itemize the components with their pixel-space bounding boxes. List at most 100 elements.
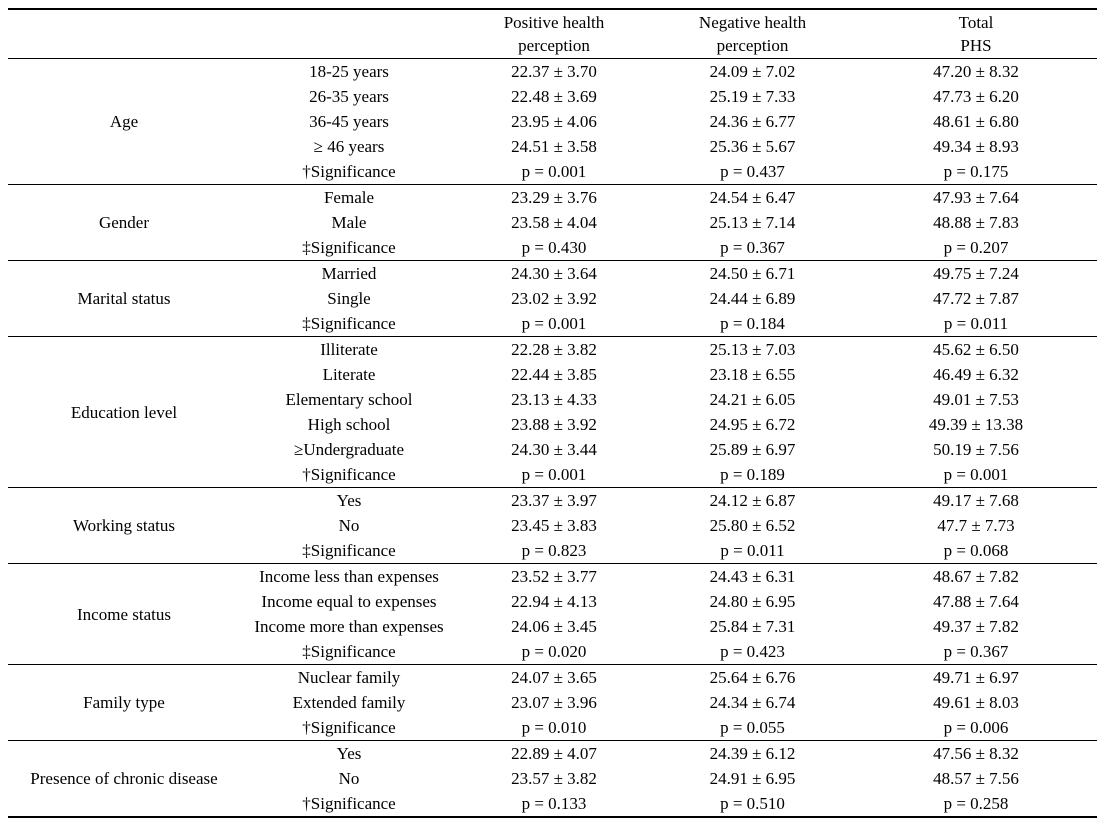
- value-cell: 49.17 ± 7.68: [933, 491, 1019, 510]
- table-row: Presence of chronic disease Yes 22.89 ± 4.…: [8, 740, 1097, 818]
- table-row: †Significance p = 0.133 p = 0.510 p = 0.258: [8, 791, 1097, 818]
- value-cell: 22.28 ± 3.82: [511, 340, 597, 359]
- value-cell: p = 0.367: [650, 235, 855, 261]
- table-row: ‡Significance p = 0.020 p = 0.423 p = 0.367: [8, 639, 1097, 665]
- subcategory-cell: 26-35 years: [309, 87, 389, 106]
- subcategory-cell: ≥Undergraduate: [293, 440, 405, 459]
- subcategory-cell: Illiterate: [320, 340, 378, 359]
- table-row: Income equal to expenses 22.94 ± 4.13 24.8…: [8, 589, 1097, 614]
- value-cell: 25.84 ± 7.31: [709, 617, 796, 636]
- value-cell: 24.95 ± 6.72: [709, 415, 796, 434]
- value-cell: p = 0.184: [650, 311, 855, 337]
- value-cell: 24.07 ± 3.65: [511, 668, 597, 687]
- value-cell: 22.94 ± 4.13: [511, 592, 597, 611]
- value-cell: 47.7 ± 7.73: [937, 516, 1015, 535]
- table-row: †Significance p = 0.001 p = 0.437 p = 0.175: [8, 159, 1097, 185]
- value-cell: 47.73 ± 6.20: [933, 87, 1019, 106]
- table-row: †Significance p = 0.001 p = 0.189 p = 0.001: [8, 462, 1097, 488]
- value-cell: p = 0.001: [458, 462, 650, 488]
- value-cell: 24.09 ± 7.02: [709, 62, 796, 81]
- value-cell: 25.13 ± 7.14: [709, 213, 796, 232]
- value-cell: 23.95 ± 4.06: [511, 112, 597, 131]
- subcategory-cell: †Significance: [240, 462, 458, 488]
- value-cell: 23.45 ± 3.83: [511, 516, 597, 535]
- header-line: perception: [518, 36, 590, 55]
- value-cell: p = 0.189: [650, 462, 855, 488]
- subcategory-cell: Male: [331, 213, 367, 232]
- category-cell: Marital status: [8, 260, 240, 337]
- value-cell: 24.21 ± 6.05: [709, 390, 796, 409]
- value-cell: 47.56 ± 8.32: [933, 744, 1019, 763]
- negative-health-column-header: Negative health perception: [650, 8, 855, 59]
- value-cell: 47.20 ± 8.32: [933, 62, 1019, 81]
- table-row: Elementary school 23.13 ± 4.33 24.21 ± 6.0…: [8, 387, 1097, 412]
- subcategory-cell: Income more than expenses: [254, 617, 444, 636]
- value-cell: p = 0.430: [458, 235, 650, 261]
- subcategory-cell: †Significance: [240, 715, 458, 741]
- table-row: ≥ 46 years 24.51 ± 3.58 25.36 ± 5.67 49.34 …: [8, 134, 1097, 159]
- subcategory-cell: High school: [307, 415, 391, 434]
- subcategory-cell: Yes: [336, 744, 362, 763]
- value-cell: 23.57 ± 3.82: [511, 769, 597, 788]
- table-row: ‡Significance p = 0.823 p = 0.011 p = 0.068: [8, 538, 1097, 564]
- subcategory-cell: Married: [321, 264, 377, 283]
- value-cell: p = 0.006: [855, 715, 1097, 741]
- subcategory-cell: Female: [323, 188, 375, 207]
- subcategory-cell: ‡Significance: [240, 538, 458, 564]
- table-row: Education level Illiterate 22.28 ± 3.82 25.…: [8, 336, 1097, 488]
- header-line: PHS: [960, 36, 992, 55]
- value-cell: 24.51 ± 3.58: [511, 137, 597, 156]
- table-row: Age 18-25 years 22.37 ± 3.70 24.09 ± 7.02 47…: [8, 58, 1097, 185]
- value-cell: 49.61 ± 8.03: [933, 693, 1019, 712]
- value-cell: 22.37 ± 3.70: [511, 62, 597, 81]
- value-cell: 25.80 ± 6.52: [709, 516, 796, 535]
- value-cell: 49.39 ± 13.38: [928, 415, 1024, 434]
- total-phs-column-header: Total PHS: [855, 8, 1097, 59]
- table-row: No 23.45 ± 3.83 25.80 ± 6.52 47.7 ± 7.73: [8, 513, 1097, 538]
- value-cell: 23.07 ± 3.96: [511, 693, 597, 712]
- value-cell: 48.67 ± 7.82: [933, 567, 1019, 586]
- category-column-header: [8, 8, 240, 59]
- value-cell: 24.30 ± 3.64: [511, 264, 597, 283]
- subcategory-cell: Literate: [322, 365, 376, 384]
- subcategory-cell: No: [338, 769, 360, 788]
- table-row: Male 23.58 ± 4.04 25.13 ± 7.14 48.88 ± 7.83: [8, 210, 1097, 235]
- value-cell: p = 0.055: [650, 715, 855, 741]
- category-cell: Family type: [8, 664, 240, 741]
- value-cell: 25.36 ± 5.67: [709, 137, 796, 156]
- value-cell: 23.02 ± 3.92: [511, 289, 597, 308]
- subcategory-cell: No: [338, 516, 360, 535]
- subcategory-cell: Elementary school: [285, 390, 413, 409]
- value-cell: 22.89 ± 4.07: [511, 744, 597, 763]
- table-row: ≥Undergraduate 24.30 ± 3.44 25.89 ± 6.97 50…: [8, 437, 1097, 462]
- header-row: Positive health perception Negative heal…: [8, 8, 1097, 59]
- category-cell: Age: [8, 58, 240, 185]
- table-header: Positive health perception Negative heal…: [8, 8, 1097, 59]
- value-cell: 24.30 ± 3.44: [511, 440, 597, 459]
- value-cell: 24.06 ± 3.45: [511, 617, 597, 636]
- value-cell: p = 0.001: [458, 159, 650, 185]
- phs-comparison-table: Positive health perception Negative heal…: [8, 8, 1097, 818]
- value-cell: 25.13 ± 7.03: [709, 340, 796, 359]
- value-cell: 49.71 ± 6.97: [933, 668, 1019, 687]
- category-cell: Gender: [8, 184, 240, 261]
- category-cell: Income status: [8, 563, 240, 665]
- value-cell: 48.61 ± 6.80: [933, 112, 1019, 131]
- subcategory-cell: Extended family: [292, 693, 406, 712]
- value-cell: 49.34 ± 8.93: [933, 137, 1019, 156]
- value-cell: 25.89 ± 6.97: [709, 440, 796, 459]
- value-cell: 48.57 ± 7.56: [933, 769, 1019, 788]
- value-cell: 49.75 ± 7.24: [933, 264, 1019, 283]
- value-cell: 24.39 ± 6.12: [709, 744, 796, 763]
- value-cell: p = 0.258: [855, 791, 1097, 818]
- value-cell: p = 0.001: [458, 311, 650, 337]
- value-cell: p = 0.437: [650, 159, 855, 185]
- value-cell: 23.18 ± 6.55: [709, 365, 796, 384]
- value-cell: 23.88 ± 3.92: [511, 415, 597, 434]
- value-cell: p = 0.068: [855, 538, 1097, 564]
- value-cell: 24.91 ± 6.95: [709, 769, 796, 788]
- table-row: Extended family 23.07 ± 3.96 24.34 ± 6.74 4…: [8, 690, 1097, 715]
- table-row: Gender Female 23.29 ± 3.76 24.54 ± 6.47 47.9…: [8, 184, 1097, 261]
- subcategory-cell: Income equal to expenses: [261, 592, 437, 611]
